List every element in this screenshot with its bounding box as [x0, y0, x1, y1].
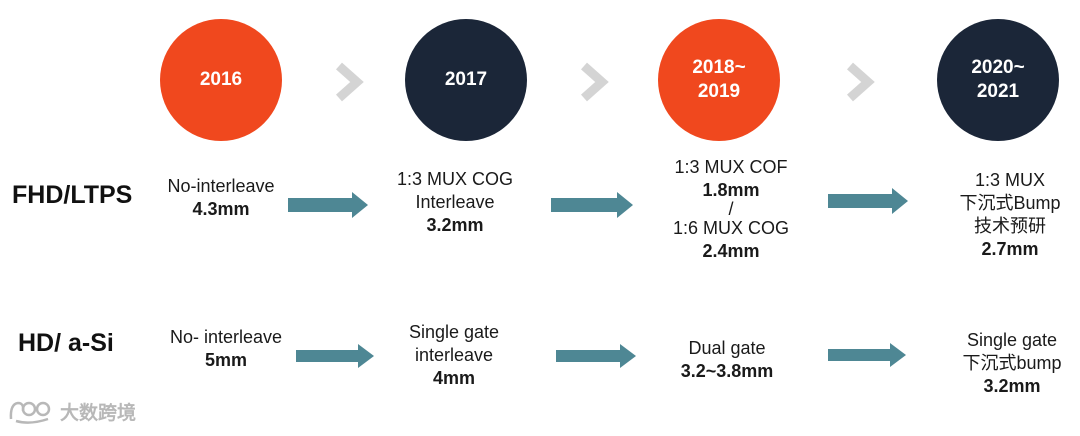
- arrow-right-icon: [556, 344, 636, 368]
- cell-line: Single gate: [408, 322, 500, 342]
- cell-line: Single gate: [966, 330, 1058, 350]
- row-label-hd-asi: HD/ a-Si: [18, 329, 114, 357]
- year-label: 2020~: [971, 57, 1025, 78]
- cell-line: interleave: [414, 345, 494, 365]
- cell-line: /: [728, 199, 734, 219]
- watermark: 大数跨境: [8, 398, 136, 425]
- cell-line: Interleave: [415, 192, 495, 212]
- cell-value: 2.7mm: [981, 239, 1039, 259]
- fhd-cell-2020-2021: 1:3 MUX 下沉式Bump 技术预研 2.7mm: [959, 169, 1060, 261]
- cell-line: 技术预研: [974, 216, 1046, 236]
- cell-line: 下沉式bump: [962, 353, 1062, 373]
- cell-value: 2.4mm: [702, 241, 760, 261]
- year-label: 2021: [976, 81, 1020, 102]
- hd-cell-2017: Single gate interleave 4mm: [409, 321, 499, 390]
- cell-line: 下沉式Bump: [959, 193, 1061, 213]
- year-circle-2018-2019: 2018~ 2019: [658, 19, 780, 141]
- cell-value: 3.2mm: [426, 215, 484, 235]
- cell-line: 1:3 MUX COF: [674, 157, 788, 177]
- arrow-right-icon: [288, 192, 368, 218]
- watermark-text: 大数跨境: [60, 403, 137, 424]
- cell-line: No- interleave: [169, 327, 283, 347]
- year-label: 2017: [444, 69, 488, 90]
- cell-value: 3.2~3.8mm: [680, 361, 774, 381]
- year-circle-2020-2021: 2020~ 2021: [937, 19, 1059, 141]
- cell-value: 4mm: [432, 368, 476, 388]
- year-circle-2017: 2017: [405, 19, 527, 141]
- chevron-right-icon: [847, 62, 875, 102]
- chevron-right-icon: [336, 62, 364, 102]
- cell-line: 1:3 MUX: [974, 170, 1046, 190]
- fhd-cell-2017: 1:3 MUX COG Interleave 3.2mm: [397, 168, 513, 237]
- arrow-right-icon: [551, 192, 633, 218]
- year-circle-2016: 2016: [160, 19, 282, 141]
- year-label: 2019: [697, 81, 741, 102]
- arrow-right-icon: [828, 343, 906, 367]
- hd-cell-2018-2019: Dual gate 3.2~3.8mm: [681, 337, 774, 383]
- cell-value: 3.2mm: [983, 376, 1041, 396]
- year-label: 2018~: [692, 57, 746, 78]
- brand-logo-icon: [9, 401, 51, 424]
- arrow-right-icon: [296, 344, 374, 368]
- cell-value: 5mm: [204, 350, 248, 370]
- cell-value: 4.3mm: [192, 199, 250, 219]
- row-label-fhd-ltps: FHD/LTPS: [12, 181, 133, 209]
- year-label: 2016: [199, 69, 243, 90]
- cell-value: 1.8mm: [702, 180, 760, 200]
- fhd-cell-2018-2019: 1:3 MUX COF 1.8mm / 1:6 MUX COG 2.4mm: [673, 156, 789, 263]
- chevron-right-icon: [581, 62, 609, 102]
- cell-line: Dual gate: [688, 338, 766, 358]
- cell-line: No-interleave: [167, 176, 275, 196]
- cell-line: 1:6 MUX COG: [672, 218, 790, 238]
- arrow-right-icon: [828, 188, 908, 214]
- hd-cell-2020-2021: Single gate 下沉式bump 3.2mm: [962, 329, 1061, 398]
- fhd-cell-2016: No-interleave 4.3mm: [167, 175, 274, 221]
- cell-line: 1:3 MUX COG: [396, 169, 514, 189]
- hd-cell-2016: No- interleave 5mm: [170, 326, 282, 372]
